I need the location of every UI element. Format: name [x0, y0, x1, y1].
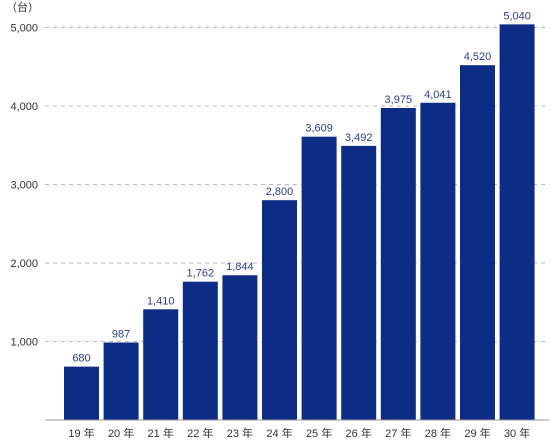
bar-value-label: 5,040 — [503, 10, 531, 22]
x-axis-labels: 19 年 20 年 21 年 22 年 23 年 24 年 25 年 26 年 27 年 28 年… — [68, 426, 530, 440]
x-category-label: 30 年 — [504, 426, 530, 440]
x-category-label: 25 年 — [306, 426, 332, 440]
bar-value-label: 680 — [72, 353, 90, 365]
x-category-label: 26 年 — [346, 426, 372, 440]
bar — [380, 107, 416, 421]
y-tick-label: 5,000 — [10, 23, 38, 35]
bar — [420, 102, 456, 421]
bar — [222, 275, 258, 420]
y-tick-label: 2,000 — [10, 258, 38, 270]
y-tick-label: 4,000 — [10, 101, 38, 113]
y-axis-ticks: 1,000 2,000 3,000 4,000 5,000 — [10, 23, 38, 349]
y-axis-unit-label: （台） — [6, 0, 39, 14]
bar — [341, 145, 377, 421]
x-category-label: 22 年 — [187, 426, 213, 440]
x-category-label: 28 年 — [425, 426, 451, 440]
x-category-label: 27 年 — [385, 426, 411, 440]
bar — [64, 366, 99, 420]
bar — [182, 281, 218, 420]
bar-value-label: 987 — [112, 329, 130, 341]
bar-value-label: 3,492 — [345, 132, 373, 144]
bar — [143, 309, 179, 420]
bar — [499, 24, 535, 421]
bar — [460, 65, 495, 421]
bar-value-label: 1,762 — [187, 268, 215, 280]
bar — [262, 200, 297, 420]
x-category-label: 20 年 — [108, 426, 134, 440]
bar — [301, 136, 337, 421]
y-tick-label: 1,000 — [10, 337, 38, 349]
x-category-label: 23 年 — [227, 426, 253, 440]
y-tick-label: 3,000 — [10, 180, 38, 192]
x-category-label: 29 年 — [464, 426, 490, 440]
bars — [64, 24, 535, 421]
value-labels: 680 987 1,410 1,762 1,844 2,800 3,609 3,492 3,97… — [72, 10, 531, 364]
bar — [103, 342, 139, 420]
bar-value-label: 2,800 — [266, 186, 294, 198]
bar-value-label: 1,844 — [226, 261, 254, 273]
x-category-label: 24 年 — [266, 426, 292, 440]
x-category-label: 21 年 — [148, 426, 174, 440]
x-category-label: 19 年 — [68, 426, 94, 440]
bar-value-label: 1,410 — [147, 295, 175, 307]
bar-value-label: 3,609 — [305, 123, 333, 135]
bar-value-label: 4,520 — [464, 51, 492, 63]
bar-value-label: 3,975 — [385, 94, 413, 106]
bar-value-label: 4,041 — [424, 89, 452, 101]
